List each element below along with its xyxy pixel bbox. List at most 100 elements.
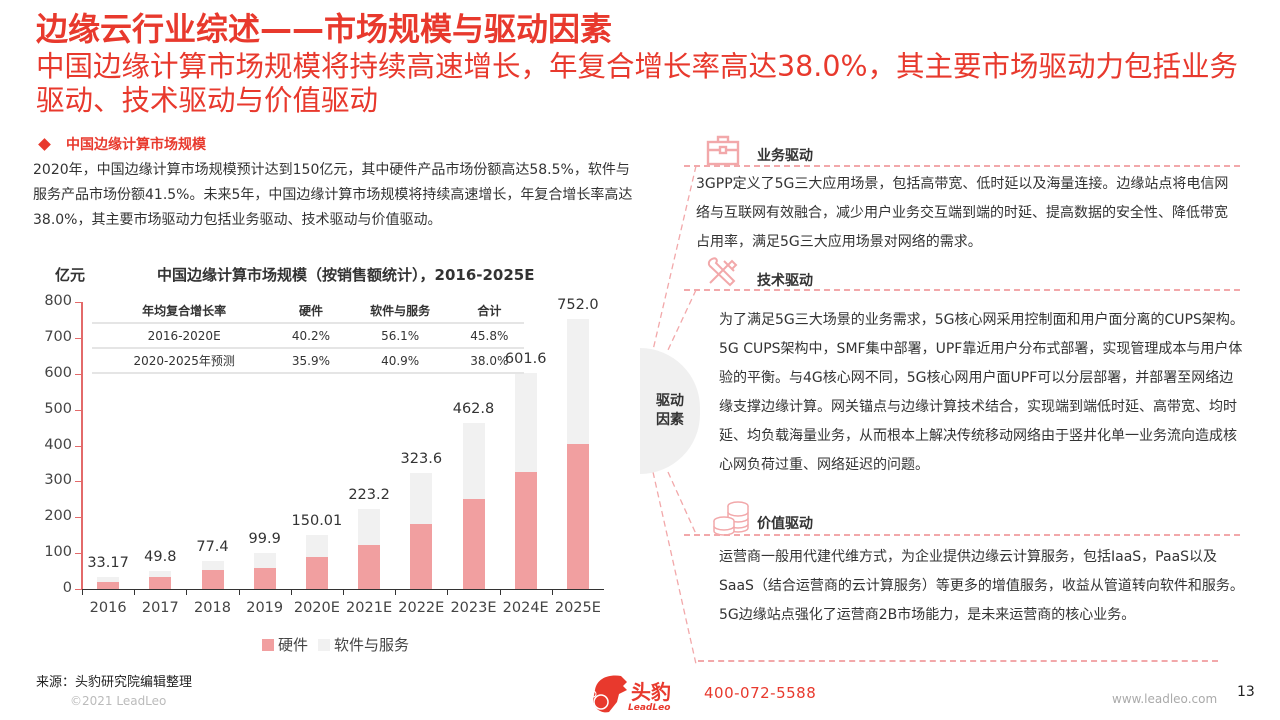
page-number: 13 xyxy=(1237,684,1255,700)
phone-number: 400-072-5588 xyxy=(704,684,817,702)
driver-title-tech: 技术驱动 xyxy=(757,273,813,289)
y-tick xyxy=(75,409,81,411)
bar-segment-hardware xyxy=(253,567,276,589)
bar-segment-hardware xyxy=(462,498,485,589)
chart-title: 中国边缘计算市场规模（按销售额统计），2016-2025E xyxy=(157,266,535,284)
y-tick xyxy=(75,589,81,590)
cagr-cell: 2020-2025年预测 xyxy=(92,348,277,374)
legend-label: 软件与服务 xyxy=(334,636,410,654)
intro-paragraph: 2020年，中国边缘计算市场规模预计达到150亿元，其中硬件产品市场份额高达58… xyxy=(33,162,633,228)
x-tick xyxy=(238,589,240,595)
bar-total-label: 462.8 xyxy=(452,400,495,417)
briefcase-icon xyxy=(706,135,740,166)
leadleo-logo-icon xyxy=(589,675,627,713)
section-title: 中国边缘计算市场规模 xyxy=(66,137,206,153)
bar-segment-hardware xyxy=(305,557,328,589)
cagr-cell: 56.1% xyxy=(345,323,455,349)
bar-segment-software xyxy=(410,472,433,525)
bar-segment-software xyxy=(305,535,328,558)
y-tick xyxy=(75,553,81,555)
bar-total-label: 223.2 xyxy=(348,486,390,503)
x-tick xyxy=(395,589,397,595)
cagr-header: 合计 xyxy=(454,298,524,324)
y-tick xyxy=(75,302,81,303)
copyright: ©2021 LeadLeo xyxy=(70,694,167,708)
driver-center-line1: 驱动 xyxy=(656,393,684,409)
x-tick xyxy=(134,589,136,595)
x-tick-label: 2017 xyxy=(141,600,179,616)
cagr-cell: 40.2% xyxy=(276,323,346,349)
driver-text-tech: 为了满足5G三大场景的业务需求，5G核心网采用控制面和用户面分离的CUPS架构。… xyxy=(719,312,1244,473)
x-tick xyxy=(551,589,553,595)
bar-segment-software xyxy=(201,561,224,570)
driver-text-business: 3GPP定义了5G三大应用场景，包括高带宽、低时延以及海量连接。边缘站点将电信网… xyxy=(696,176,1229,250)
bar-segment-hardware xyxy=(566,443,589,589)
brand-name-cn: 头豹 xyxy=(631,680,671,704)
bar-segment-software xyxy=(566,319,589,444)
table-row: 2016-2020E 40.2% 56.1% 45.8% xyxy=(92,323,524,349)
x-tick-label: 2019 xyxy=(246,600,284,616)
cagr-table: 年均复合增长率 硬件 软件与服务 合计 2016-2020E 40.2% 56.… xyxy=(92,298,524,374)
coins-icon xyxy=(713,501,749,536)
bar-total-label: 33.17 xyxy=(87,555,129,572)
legend-label: 硬件 xyxy=(278,636,309,654)
x-tick xyxy=(343,589,344,595)
website-link[interactable]: www.leadleo.com xyxy=(1112,692,1218,706)
x-tick-label: 2022E xyxy=(398,600,445,616)
x-tick xyxy=(186,589,188,595)
chart-y-unit: 亿元 xyxy=(55,266,86,284)
bar-segment-hardware xyxy=(149,576,172,589)
divider xyxy=(698,660,1218,662)
cagr-cell: 35.9% xyxy=(276,348,346,374)
y-tick-label: 200 xyxy=(44,508,72,525)
driver-center-label: 驱动 因素 xyxy=(648,392,692,430)
y-tick xyxy=(75,481,81,483)
bar-segment-software xyxy=(514,373,537,472)
bar-segment-software xyxy=(358,508,381,545)
legend-swatch-software xyxy=(318,638,331,651)
driver-text-value: 运营商一般用代建代维方式，为企业提供边缘云计算服务，包括IaaS，PaaS以及S… xyxy=(719,549,1244,623)
bar-segment-software xyxy=(462,422,485,499)
x-tick xyxy=(499,589,501,595)
bar-total-label: 99.9 xyxy=(248,531,281,548)
divider xyxy=(684,165,1240,167)
x-tick-label: 2018 xyxy=(194,600,231,616)
y-tick xyxy=(75,445,81,447)
chart-legend: 硬件 软件与服务 xyxy=(262,634,419,655)
driver-title-business: 业务驱动 xyxy=(757,148,813,164)
bar-total-label: 49.8 xyxy=(144,549,177,566)
y-tick-label: 800 xyxy=(44,293,72,309)
cagr-header: 软件与服务 xyxy=(345,298,455,324)
x-tick-label: 2025E xyxy=(554,600,601,616)
cagr-cell: 45.8% xyxy=(454,323,524,349)
y-tick-label: 400 xyxy=(44,436,72,453)
bar-total-label: 150.01 xyxy=(291,513,343,530)
cagr-cell: 2016-2020E xyxy=(92,323,277,349)
bar-segment-hardware xyxy=(97,581,120,589)
x-tick-label: 2016 xyxy=(89,600,127,616)
cagr-cell: 38.0% xyxy=(454,348,524,374)
y-tick-label: 700 xyxy=(44,328,72,345)
bar-total-label: 323.6 xyxy=(400,450,443,467)
driver-title-value: 价值驱动 xyxy=(757,516,813,532)
y-tick xyxy=(75,337,81,339)
brand-name-en: LeadLeo xyxy=(628,703,671,713)
cagr-header: 硬件 xyxy=(276,298,346,324)
y-tick xyxy=(75,373,81,375)
bar-segment-software xyxy=(97,577,120,582)
x-tick-label: 2021E xyxy=(346,600,393,616)
bar-segment-software xyxy=(253,553,276,568)
divider xyxy=(684,534,1240,536)
driver-center-line2: 因素 xyxy=(656,412,684,428)
source-note: 来源：头豹研究院编辑整理 xyxy=(36,675,193,690)
bar-segment-hardware xyxy=(201,569,224,589)
bar-segment-software xyxy=(149,571,172,577)
legend-item-hardware: 硬件 xyxy=(262,634,308,655)
y-tick-label: 0 xyxy=(62,580,72,596)
cagr-header: 年均复合增长率 xyxy=(92,298,277,324)
x-tick xyxy=(447,589,449,595)
x-tick-label: 2023E xyxy=(450,600,497,616)
x-tick-label: 2024E xyxy=(502,600,549,616)
bar-segment-hardware xyxy=(514,471,537,589)
